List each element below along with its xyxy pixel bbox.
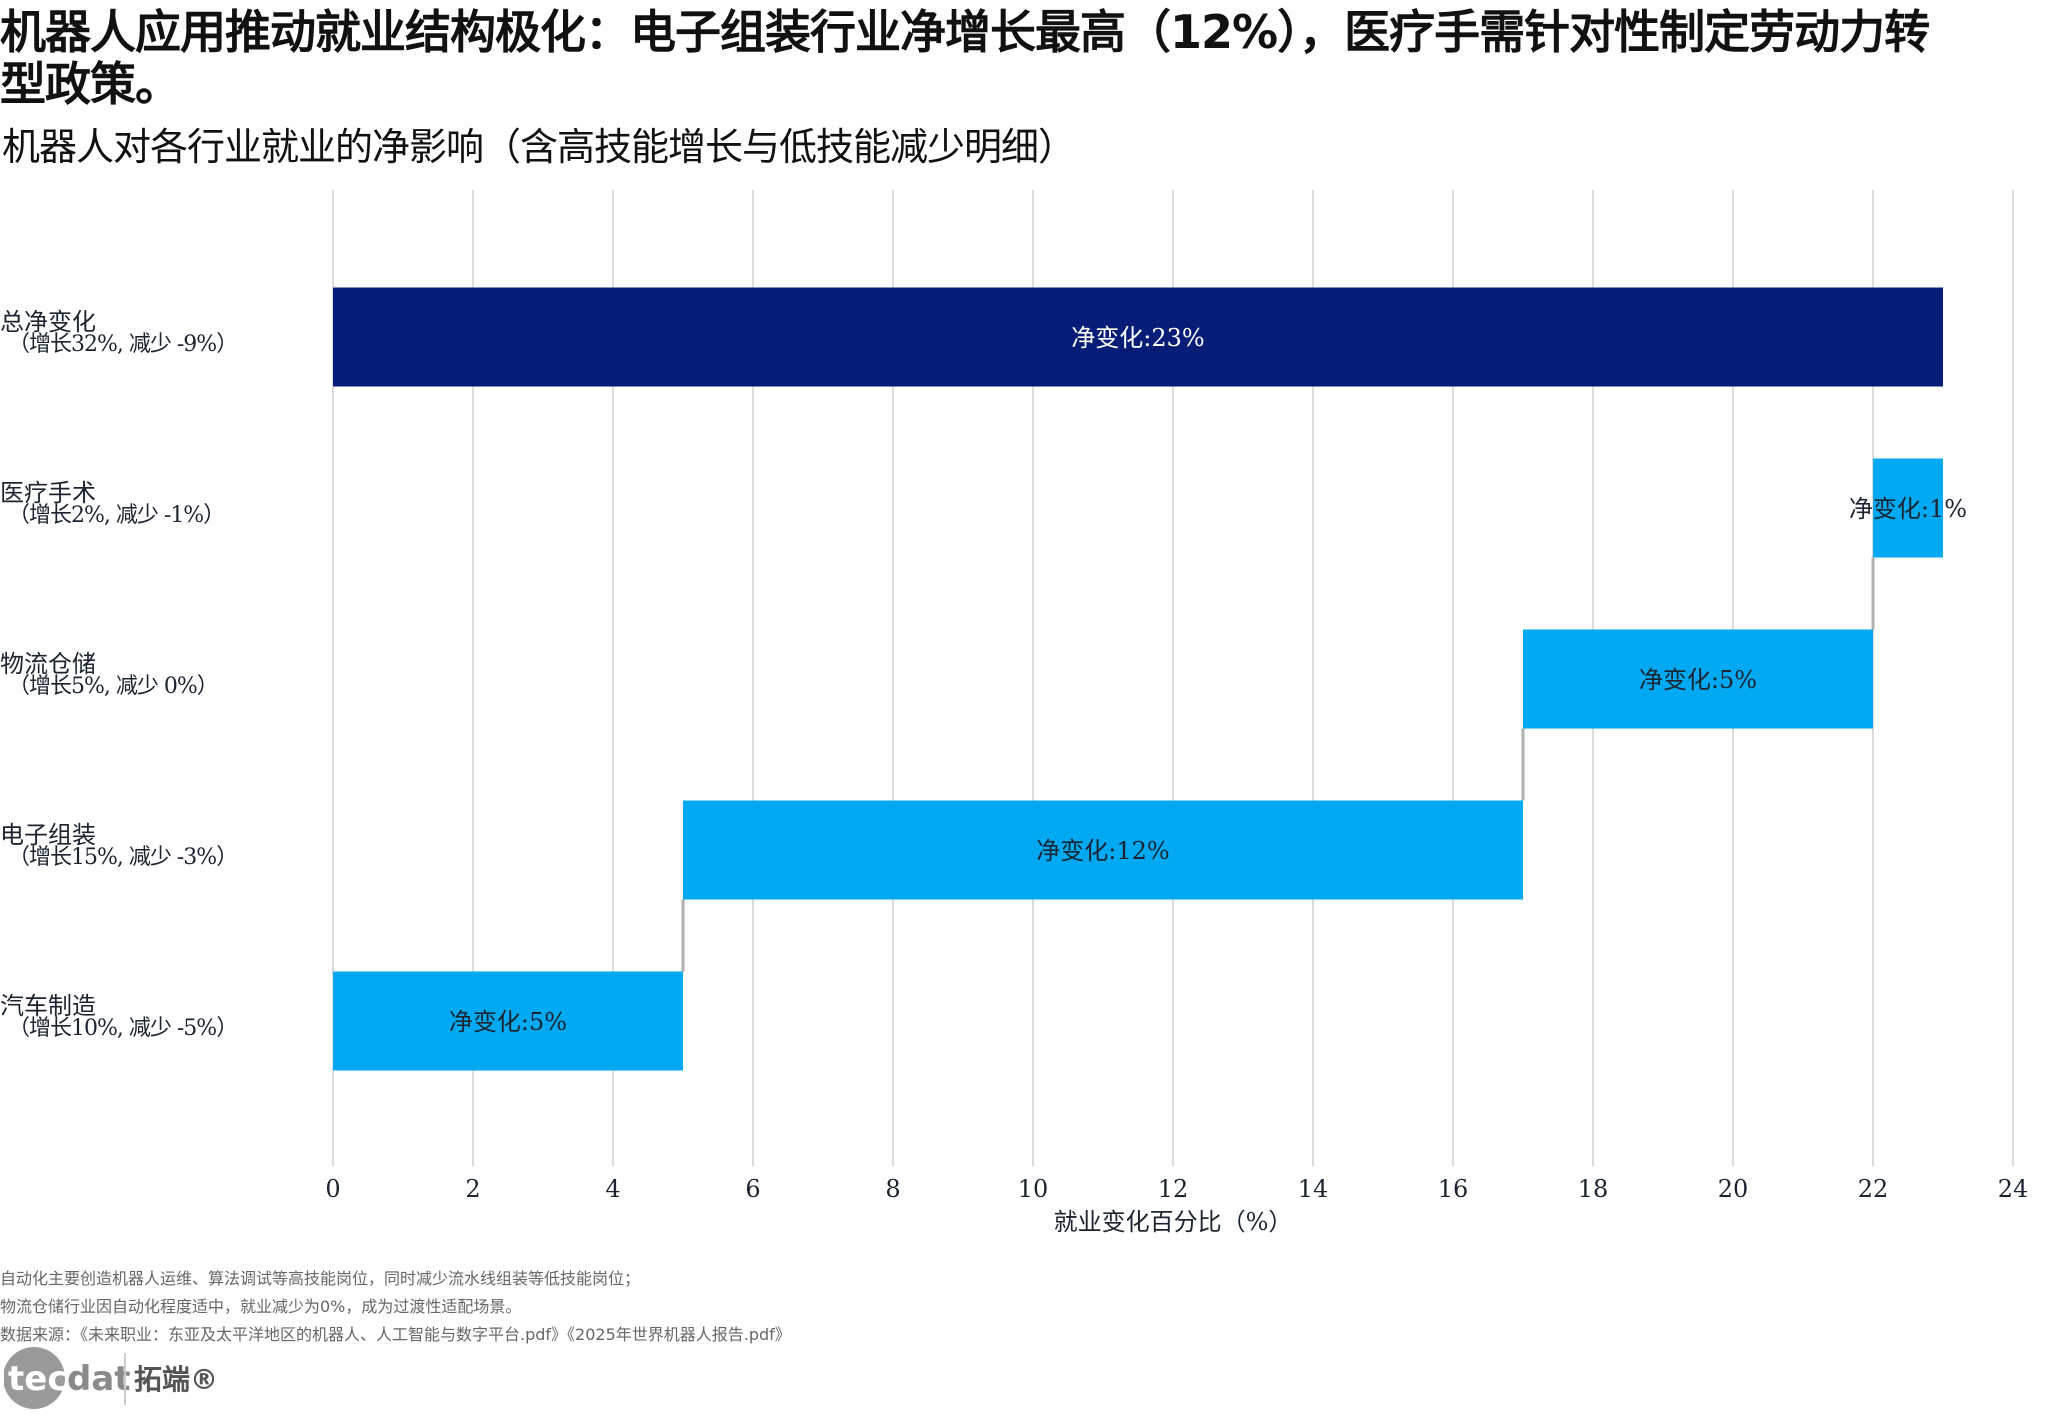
bar-0: [333, 287, 1943, 387]
category-detail: （增长10%, 减少 -5%）: [8, 1016, 238, 1041]
x-tick-label: 22: [1858, 1175, 1889, 1203]
x-tick-label: 12: [1158, 1175, 1189, 1203]
x-tick-label: 14: [1298, 1175, 1329, 1203]
category-detail: （增长15%, 减少 -3%）: [8, 845, 238, 870]
x-tick-label: 10: [1018, 1175, 1049, 1203]
category-label: 汽车制造 （增长10%, 减少 -5%）: [0, 992, 238, 1041]
chart-subtitle: 机器人对各行业就业的净影响（含高技能增长与低技能减少明细）: [2, 125, 1076, 169]
footnote-1: 自动化主要创造机器人运维、算法调试等高技能岗位，同时减少流水线组装等低技能岗位；: [0, 1269, 641, 1288]
bar-data-label: 净变化:1%: [1849, 495, 1967, 523]
x-tick-label: 8: [885, 1175, 900, 1203]
category-name: 物流仓储: [0, 650, 96, 678]
x-tick-label: 6: [745, 1175, 760, 1203]
footnote-2: 物流仓储行业因自动化程度适中，就业减少为0%，成为过渡性适配场景。: [0, 1297, 522, 1316]
category-name: 汽车制造: [0, 992, 96, 1020]
bar-2: [1523, 629, 1873, 729]
x-tick-label: 4: [605, 1175, 620, 1203]
source-note: 数据来源：《未来职业：东亚及太平洋地区的机器人、人工智能与数字平台.pdf》《2…: [0, 1325, 791, 1344]
svg-text:tec: tec: [8, 1359, 67, 1399]
bar-4: [333, 971, 683, 1071]
x-tick-label: 24: [1998, 1175, 2029, 1203]
x-tick-label: 18: [1578, 1175, 1609, 1203]
category-label: 总净变化 （增长32%, 减少 -9%）: [0, 308, 238, 357]
x-tick-label: 2: [465, 1175, 480, 1203]
category-label: 医疗手术 （增长2%, 减少 -1%）: [0, 479, 225, 528]
x-tick-label: 0: [325, 1175, 340, 1203]
category-detail: （增长2%, 减少 -1%）: [8, 503, 225, 528]
category-name: 总净变化: [0, 308, 96, 336]
category-label: 电子组装 （增长15%, 减少 -3%）: [0, 821, 238, 870]
x-tick-label: 20: [1718, 1175, 1749, 1203]
x-axis-label: 就业变化百分比（%）: [1054, 1208, 1293, 1236]
bar-data-label: 净变化:12%: [1036, 837, 1169, 865]
tecdat-logo: tec dat 拓端®: [4, 1345, 214, 1411]
category-name: 电子组装: [0, 821, 96, 849]
chart-title: 机器人应用推动就业结构极化：电子组装行业净增长最高（12%），医疗手需针对性制定…: [0, 5, 1930, 111]
category-name: 医疗手术: [0, 479, 96, 507]
category-detail: （增长32%, 减少 -9%）: [8, 332, 238, 357]
category-detail: （增长5%, 减少 0%）: [8, 674, 219, 699]
bar-1: [1873, 458, 1943, 558]
bar-data-label: 净变化:23%: [1071, 324, 1204, 352]
logo-mark: tec dat 拓端®: [4, 1347, 214, 1409]
svg-text:拓端®: 拓端®: [134, 1363, 214, 1396]
svg-text:dat: dat: [67, 1359, 131, 1399]
bar-data-label: 净变化:5%: [1639, 666, 1757, 694]
waterfall-chart: 净变化:23%净变化:1%净变化:5%净变化:12%净变化:5% 0 2 4 6 8 10…: [325, 190, 2029, 1236]
bar-data-label: 净变化:5%: [449, 1008, 567, 1036]
bar-3: [683, 800, 1523, 900]
category-label: 物流仓储 （增长5%, 减少 0%）: [0, 650, 219, 699]
x-tick-label: 16: [1438, 1175, 1469, 1203]
